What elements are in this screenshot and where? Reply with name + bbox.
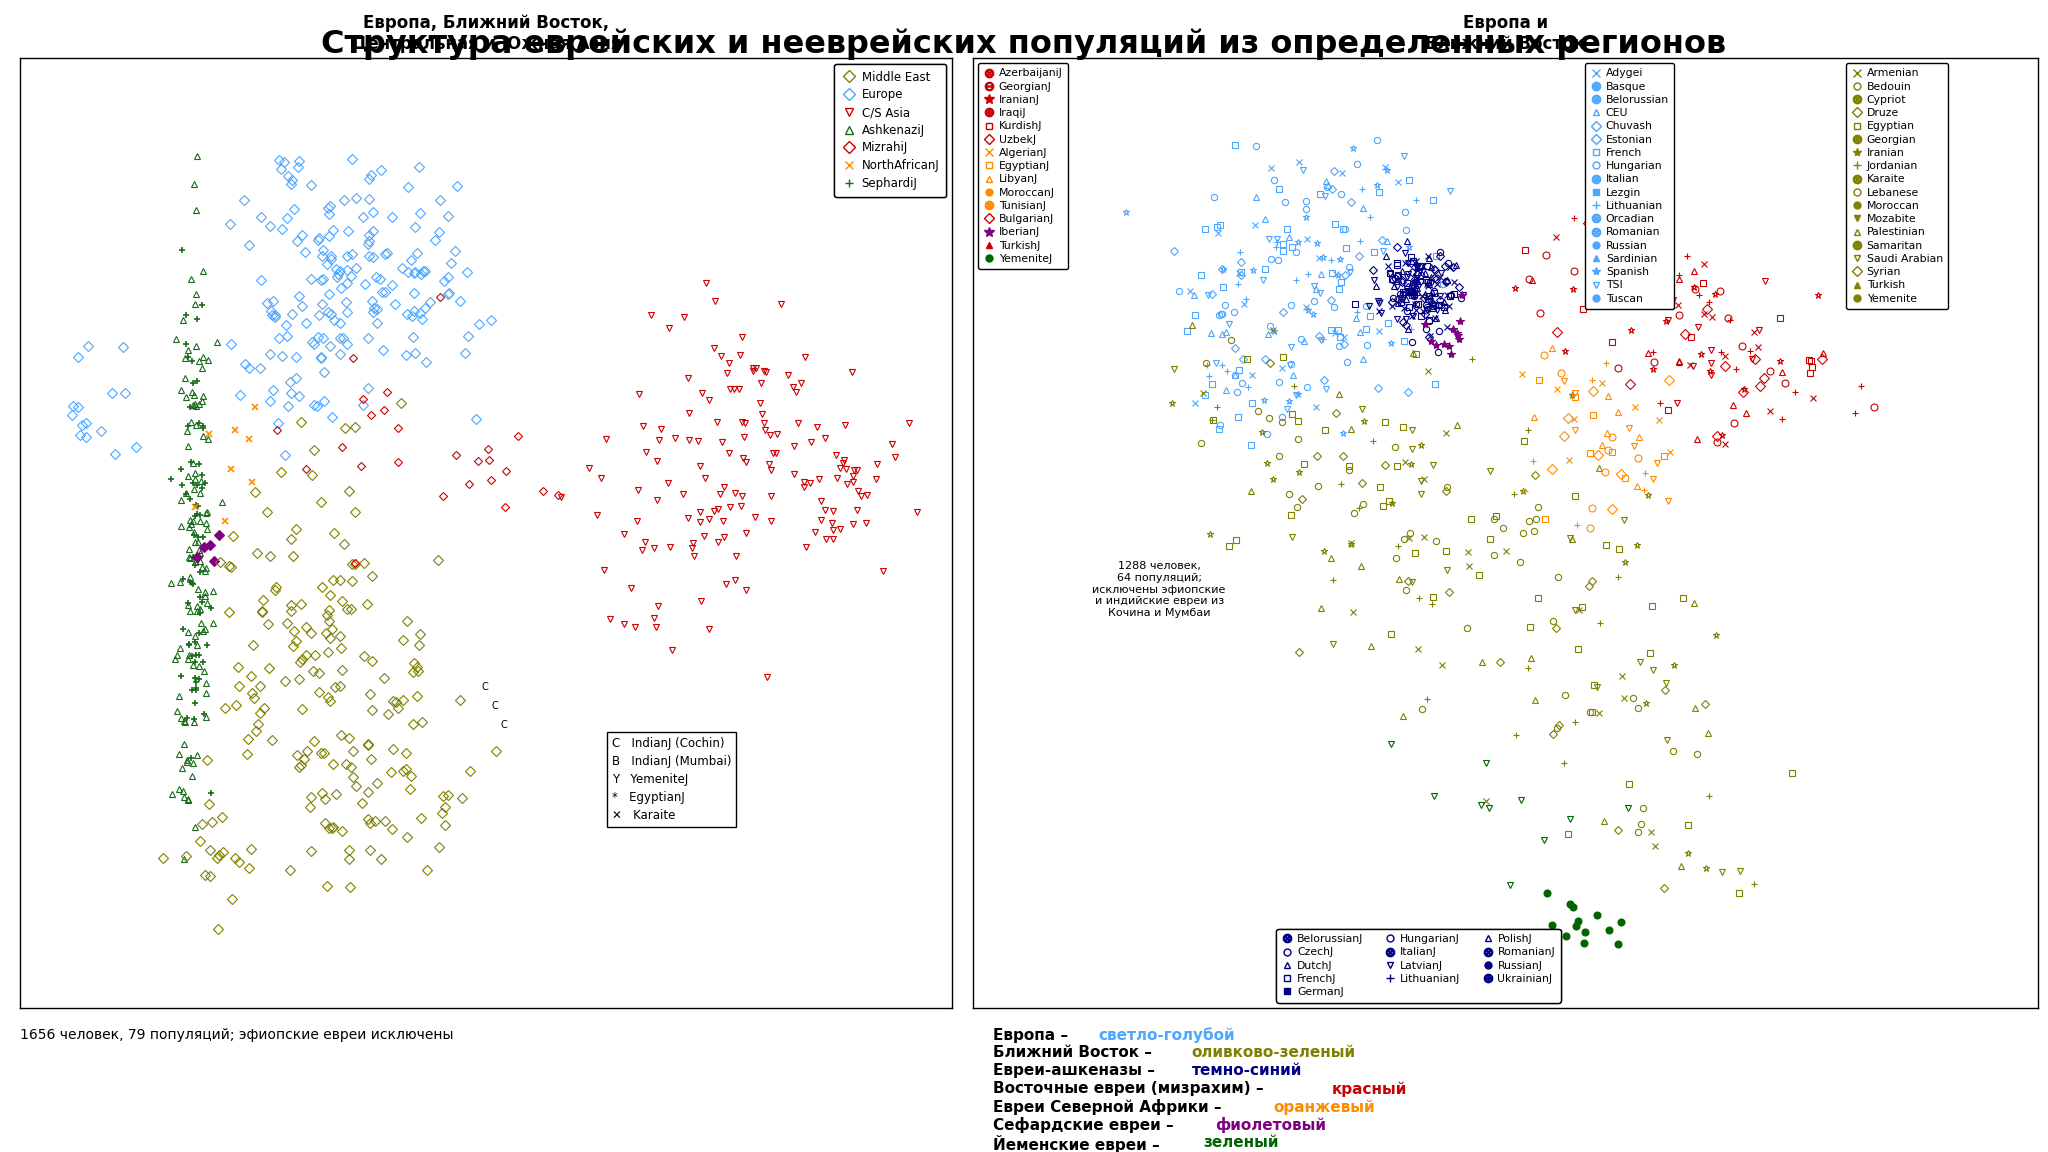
Text: Ближний Восток –: Ближний Восток –: [993, 1046, 1157, 1061]
Title: Европа и
Ближний Восток: Европа и Ближний Восток: [1425, 15, 1585, 53]
Text: Йеменские евреи –: Йеменские евреи –: [993, 1135, 1165, 1152]
Text: темно-синий: темно-синий: [1192, 1063, 1303, 1078]
Text: C   IndianJ (Cochin)
B   IndianJ (Mumbai)
Y   YemeniteJ
*   EgyptianJ
✕   Karait: C IndianJ (Cochin) B IndianJ (Mumbai) Y …: [612, 737, 731, 823]
Legend: Middle East, Europe, C/S Asia, AshkenaziJ, MizrahiJ, NorthAfricanJ, SephardiJ: Middle East, Europe, C/S Asia, Ashkenazi…: [834, 63, 946, 197]
Text: C: C: [481, 682, 489, 691]
Legend: BelorussianJ, CzechJ, DutchJ, FrenchJ, GermanJ, HungarianJ, ItalianJ, LatvianJ, : BelorussianJ, CzechJ, DutchJ, FrenchJ, G…: [1276, 929, 1561, 1002]
Text: 1288 человек,
64 популяций;
исключены эфиопские
и индийские евреи из
Кочина и Му: 1288 человек, 64 популяций; исключены эф…: [1092, 561, 1227, 617]
Text: фиолетовый: фиолетовый: [1214, 1117, 1325, 1132]
Text: Евреи-ашкеназы –: Евреи-ашкеназы –: [993, 1063, 1161, 1078]
Text: оранжевый: оранжевый: [1274, 1099, 1374, 1114]
Text: светло-голубой: светло-голубой: [1098, 1028, 1235, 1044]
Text: 1656 человек, 79 популяций; эфиопские евреи исключены: 1656 человек, 79 популяций; эфиопские ев…: [20, 1028, 455, 1041]
Text: зеленый: зеленый: [1204, 1135, 1278, 1150]
Text: Сефардские евреи –: Сефардские евреи –: [993, 1117, 1180, 1132]
Text: оливково-зеленый: оливково-зеленый: [1192, 1046, 1356, 1061]
Text: Восточные евреи (мизрахим) –: Восточные евреи (мизрахим) –: [993, 1081, 1270, 1097]
Text: Евреи Северной Африки –: Евреи Северной Африки –: [993, 1099, 1227, 1115]
Text: Европа –: Европа –: [993, 1028, 1073, 1043]
Text: красный: красный: [1331, 1081, 1407, 1097]
Title: Европа, Ближний Восток,
Центральная и Южная Азия: Европа, Ближний Восток, Центральная и Юж…: [352, 15, 621, 53]
Text: C: C: [492, 700, 498, 711]
Text: Структура еврейских и нееврейских популяций из определенных регионов: Структура еврейских и нееврейских популя…: [322, 29, 1726, 60]
Text: C: C: [500, 720, 508, 729]
